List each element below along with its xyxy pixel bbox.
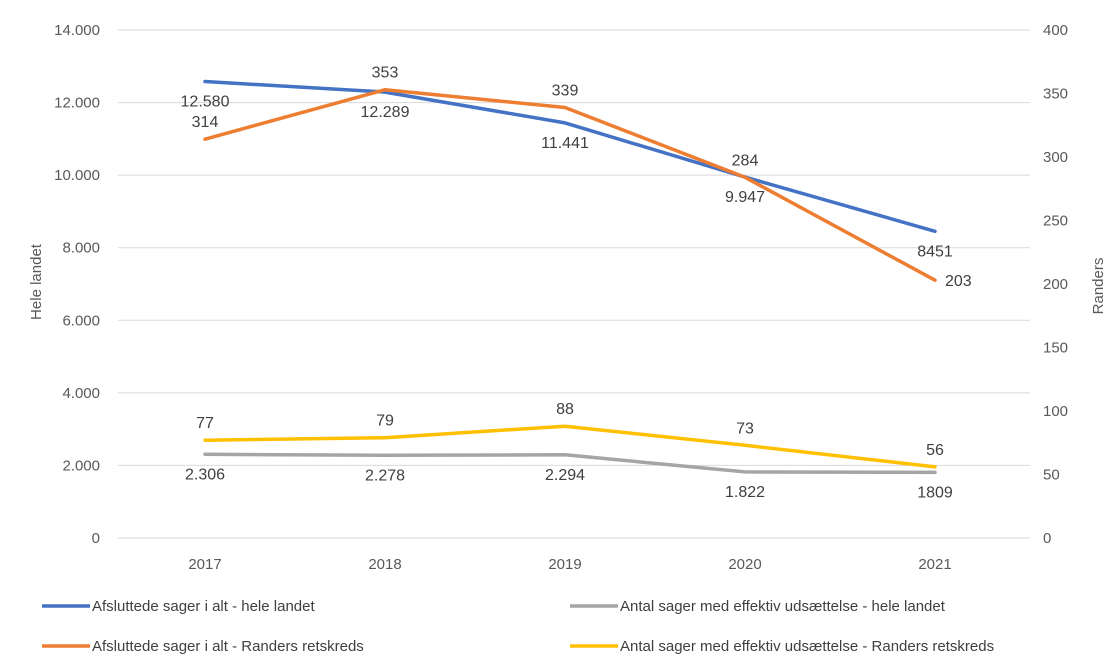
data-label: 9.947 [725, 189, 765, 206]
left-tick-label: 8.000 [62, 240, 100, 257]
right-tick-label: 200 [1043, 276, 1068, 293]
left-tick-label: 14.000 [54, 22, 100, 39]
data-label: 339 [552, 82, 579, 99]
right-tick-label: 0 [1043, 530, 1051, 547]
right-tick-label: 150 [1043, 340, 1068, 357]
left-tick-label: 10.000 [54, 167, 100, 184]
data-label: 1809 [917, 484, 953, 501]
right-tick-label: 50 [1043, 467, 1060, 484]
data-label: 12.580 [181, 94, 230, 111]
right-tick-label: 100 [1043, 403, 1068, 420]
data-label: 12.289 [361, 104, 410, 121]
data-label: 203 [945, 273, 972, 290]
x-axis-ticks: 2017 2018 2019 2020 2021 [188, 556, 951, 573]
left-tick-label: 4.000 [62, 385, 100, 402]
left-tick-label: 12.000 [54, 95, 100, 112]
data-label: 1.822 [725, 484, 765, 501]
left-axis-ticks: 0 2.000 4.000 6.000 8.000 10.000 12.000 14.000 [54, 22, 100, 547]
right-axis-ticks: 0 50 100 150 200 250 300 350 400 [1043, 22, 1068, 547]
legend-label: Afsluttede sager i alt - Randers retskre… [92, 638, 364, 655]
x-tick-label: 2019 [548, 556, 581, 573]
data-label: 79 [376, 413, 394, 430]
series-line [203, 424, 937, 469]
left-tick-label: 6.000 [62, 312, 100, 329]
left-axis-title: Hele landet [28, 243, 45, 320]
right-tick-label: 400 [1043, 22, 1068, 39]
right-tick-label: 250 [1043, 213, 1068, 230]
data-label: 2.278 [365, 467, 405, 484]
data-label: 353 [372, 65, 399, 82]
data-label: 284 [732, 152, 759, 169]
data-labels: 12.580 12.289 11.441 9.947 8451 314 353 339 284 2… [181, 65, 972, 502]
gridlines [118, 29, 1030, 539]
right-tick-label: 300 [1043, 149, 1068, 166]
data-label: 2.294 [545, 467, 585, 484]
right-tick-label: 350 [1043, 86, 1068, 103]
legend-label: Afsluttede sager i alt - hele landet [92, 598, 315, 615]
legend-label: Antal sager med effektiv udsættelse - Ra… [620, 638, 994, 655]
series-line [203, 79, 937, 234]
data-label: 77 [196, 415, 214, 432]
legend-label: Antal sager med effektiv udsættelse - he… [620, 598, 946, 615]
x-tick-label: 2020 [728, 556, 761, 573]
data-label: 2.306 [185, 466, 225, 483]
left-tick-label: 2.000 [62, 457, 100, 474]
data-label: 73 [736, 420, 754, 437]
data-label: 8451 [917, 243, 953, 260]
right-axis-title: Randers [1090, 258, 1107, 315]
series-line [203, 87, 937, 282]
legend: Afsluttede sager i alt - hele landet Anta… [42, 598, 994, 655]
data-label: 314 [192, 114, 219, 131]
data-label: 11.441 [541, 135, 589, 152]
series-lines [203, 79, 937, 475]
left-tick-label: 0 [92, 530, 100, 547]
x-tick-label: 2017 [188, 556, 221, 573]
data-label: 56 [926, 442, 944, 459]
series-line [203, 452, 937, 475]
data-label: 88 [556, 401, 574, 418]
x-tick-label: 2021 [918, 556, 951, 573]
x-tick-label: 2018 [368, 556, 401, 573]
